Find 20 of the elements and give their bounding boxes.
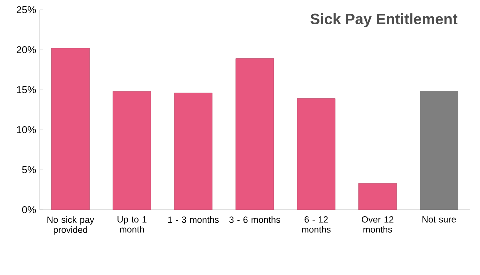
bar [358, 183, 398, 210]
x-tick-label: Over 12 months [362, 216, 394, 233]
x-tick-label: 3 - 6 months [230, 216, 280, 224]
y-tick-label: 25% [16, 6, 36, 14]
x-tick-label: Not sure [422, 216, 456, 223]
bar [174, 92, 213, 210]
x-tick-label: Up to 1 month [118, 216, 147, 233]
chart-title: Sick Pay Entitlement [310, 14, 458, 28]
y-tick-label: 10% [17, 126, 36, 134]
y-tick-label: 5% [22, 166, 36, 174]
x-tick-label: 6 - 12 months [302, 216, 331, 233]
y-tick-label: 20% [16, 46, 36, 54]
y-tick-label: 0% [22, 206, 36, 214]
bar [297, 98, 336, 210]
x-tick-label: 1 - 3 months [168, 216, 219, 224]
x-tick-label: No sick pay provided [48, 216, 94, 235]
bar [112, 91, 152, 210]
y-tick-label: 15% [17, 86, 36, 94]
bar [52, 48, 90, 210]
bar [420, 91, 458, 210]
